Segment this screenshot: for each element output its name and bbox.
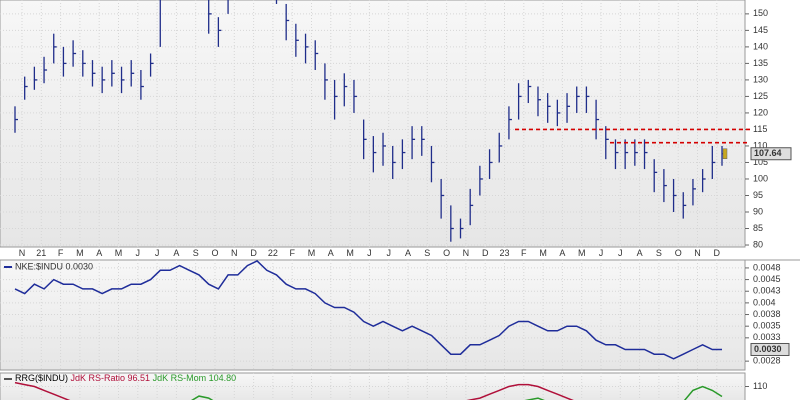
x-tick-label: 22 (268, 248, 278, 258)
y-tick-label: 0.0038 (753, 309, 781, 319)
y-tick-label: 150 (753, 8, 768, 18)
y-tick-label: 140 (753, 41, 768, 51)
legend: RRG($INDU) JdK RS-Ratio 96.51 JdK RS-Mom… (15, 373, 236, 383)
last-value-box (750, 342, 790, 356)
x-tick-label: O (211, 248, 218, 258)
y-tick-label: 0.0033 (753, 332, 781, 342)
y-tick-label: 0.0048 (753, 262, 781, 272)
x-tick-label: M (76, 248, 84, 258)
x-tick-label: J (618, 248, 623, 258)
x-tick-label: O (675, 248, 682, 258)
legend-label: NKE:$INDU 0.0030 (15, 261, 93, 271)
y-tick-label: 125 (753, 91, 768, 101)
plot-area (0, 0, 745, 247)
y-tick-label: 85 (753, 223, 763, 233)
y-tick-label: 80 (753, 239, 763, 249)
plot-area (0, 373, 745, 400)
x-tick-label: N (694, 248, 701, 258)
x-tick-label: A (96, 248, 102, 258)
y-tick-label: 120 (753, 107, 768, 117)
y-tick-label: 100 (753, 173, 768, 183)
x-tick-label: J (136, 248, 141, 258)
x-tick-label: M (115, 248, 123, 258)
y-tick-label: 110 (753, 140, 767, 150)
x-tick-label: A (173, 248, 179, 258)
y-tick-label: 145 (753, 25, 768, 35)
series-line (14, 260, 722, 360)
x-tick-label: S (424, 248, 430, 258)
x-tick-label: J (155, 248, 160, 258)
x-tick-label: 21 (36, 248, 46, 258)
y-tick-label: 110 (753, 381, 767, 391)
x-tick-label: 23 (499, 248, 509, 258)
y-tick-label: 135 (753, 58, 768, 68)
y-tick-label: 90 (753, 206, 763, 216)
legend-entry: JdK RS-Ratio 96.51 (71, 373, 151, 383)
x-tick-label: F (58, 248, 64, 258)
x-tick-label: M (578, 248, 586, 258)
x-tick-label: S (193, 248, 199, 258)
x-tick-label: J (599, 248, 604, 258)
x-tick-label: D (250, 248, 257, 258)
x-tick-label: N (231, 248, 238, 258)
y-tick-label: 0.0045 (753, 274, 781, 284)
y-tick-label: 0.0035 (753, 321, 781, 331)
x-tick-label: M (539, 248, 547, 258)
legend-entry: JdK RS-Mom 104.80 (153, 373, 237, 383)
x-tick-label: J (386, 248, 391, 258)
x-tick-label: M (346, 248, 354, 258)
y-tick-label: 105 (753, 157, 768, 167)
last-value: 0.0030 (754, 344, 782, 354)
y-tick-label: 115 (753, 124, 767, 134)
plot-area (0, 260, 745, 370)
x-tick-label: M (308, 248, 316, 258)
x-tick-label: D (482, 248, 489, 258)
x-tick-label: S (656, 248, 662, 258)
x-tick-label: A (405, 248, 411, 258)
y-tick-label: 0.004 (753, 297, 776, 307)
legend-title: RRG($INDU) (15, 373, 68, 383)
x-tick-label: F (521, 248, 527, 258)
x-tick-label: J (367, 248, 372, 258)
x-tick-label: A (637, 248, 643, 258)
x-tick-label: O (443, 248, 450, 258)
y-tick-label: 0.0043 (753, 286, 781, 296)
x-tick-label: N (19, 248, 26, 258)
last-bar-marker (722, 148, 728, 159)
price-panel (0, 0, 746, 248)
last-price: 107.64 (754, 148, 782, 158)
y-tick-label: 0.0028 (753, 356, 781, 366)
x-tick-label: D (714, 248, 721, 258)
last-price-box (750, 147, 792, 161)
y-tick-label: 95 (753, 190, 763, 200)
x-tick-label: F (289, 248, 295, 258)
x-tick-label: N (463, 248, 470, 258)
y-tick-label: 130 (753, 74, 768, 84)
x-tick-label: A (328, 248, 334, 258)
x-tick-label: A (559, 248, 565, 258)
